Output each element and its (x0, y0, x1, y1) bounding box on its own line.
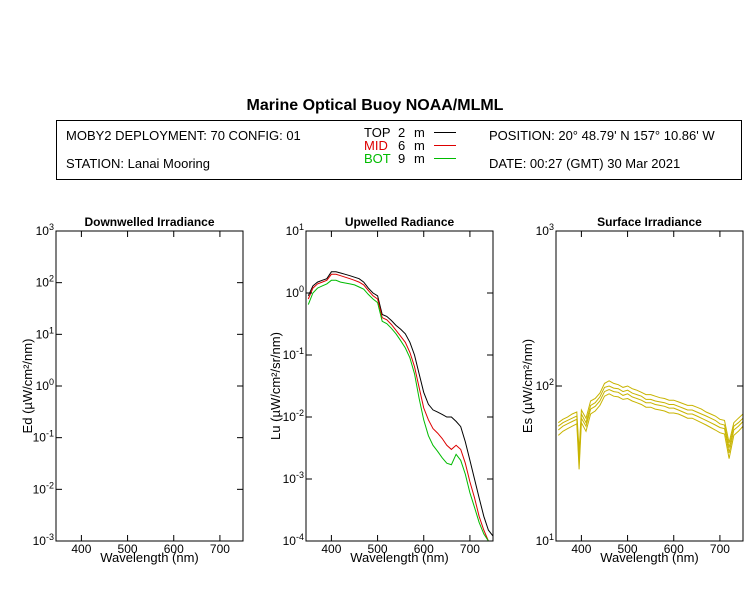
y-axis-label: Es (µW/cm²/nm) (520, 339, 535, 433)
y-tick-label: 101 (286, 222, 304, 238)
chart-panel-2: 400 500 600 700 10-4 10-3 10-2 10-1 100 101 Upwell… (268, 215, 494, 565)
y-tick-label: 10-3 (283, 470, 304, 486)
x-tick-label: 700 (210, 542, 230, 556)
deployment-text: MOBY2 DEPLOYMENT: 70 CONFIG: 01 (66, 128, 301, 143)
x-axis-label: Wavelength (nm) (350, 550, 449, 565)
y-tick-label: 10-1 (33, 429, 54, 445)
y-tick-label: 100 (36, 377, 54, 393)
chart-title: Surface Irradiance (597, 215, 702, 229)
legend-item-bot: BOT 9 m (364, 152, 474, 166)
chart-title: Downwelled Irradiance (84, 215, 214, 229)
legend-swatch (434, 145, 456, 146)
station-text: STATION: Lanai Mooring (66, 156, 211, 171)
y-axis-label: Lu (µW/cm²/sr/nm) (268, 332, 283, 440)
x-tick-label: 500 (118, 542, 138, 556)
y-tick-label: 10-4 (283, 532, 304, 548)
x-tick-label: 700 (710, 542, 730, 556)
x-tick-label: 600 (164, 542, 184, 556)
x-tick-label: 500 (368, 542, 388, 556)
legend-name: BOT (364, 151, 391, 166)
y-tick-label: 103 (536, 222, 554, 238)
x-tick-label: 400 (321, 542, 341, 556)
chart-panel-3: 400 500 600 700 101 102 103 Surface Irradiance W… (520, 215, 744, 565)
plot-frame (305, 230, 494, 542)
y-tick-label: 10-3 (33, 532, 54, 548)
legend-item-top: TOP 2 m (364, 126, 474, 140)
chart-panel-1: 400 500 600 700 10-3 10-2 10-1 100 101 102 103 Down… (20, 215, 244, 565)
x-axis-label: Wavelength (nm) (600, 550, 699, 565)
y-tick-label: 10-2 (33, 480, 54, 496)
series-line-top (307, 271, 493, 537)
x-tick-label: 600 (414, 542, 434, 556)
legend-name: MID (364, 138, 388, 153)
legend-item-mid: MID 6 m (364, 139, 474, 153)
legend-name: TOP (364, 125, 391, 140)
y-axis-label: Ed (µW/cm²/nm) (20, 339, 35, 434)
legend-depth: 6 (398, 138, 406, 153)
y-tick-label: 103 (36, 222, 54, 238)
legend-unit: m (414, 151, 425, 166)
legend-depth: 2 (398, 125, 406, 140)
info-box: MOBY2 DEPLOYMENT: 70 CONFIG: 01 STATION:… (56, 120, 742, 180)
series-line-4 (557, 393, 743, 470)
series-line-3 (557, 388, 743, 463)
chart-main-title: Marine Optical Buoy NOAA/MLML (246, 97, 504, 114)
y-tick-label: 101 (536, 532, 554, 548)
x-tick-label: 700 (460, 542, 480, 556)
x-tick-label: 500 (618, 542, 638, 556)
legend-depth: 9 (398, 151, 406, 166)
series-line-1 (557, 385, 743, 457)
y-tick-label: 102 (536, 377, 554, 393)
y-tick-label: 102 (36, 274, 54, 290)
series-line-mid (307, 273, 493, 541)
y-tick-label: 101 (36, 325, 54, 341)
y-tick-label: 100 (286, 284, 304, 300)
legend-swatch (434, 158, 456, 159)
y-tick-label: 10-2 (283, 408, 304, 424)
plot-frame (55, 230, 244, 542)
position-text: POSITION: 20° 48.79' N 157° 10.86' W (489, 128, 715, 143)
legend-unit: m (414, 138, 425, 153)
x-tick-label: 400 (71, 542, 91, 556)
legend-swatch (434, 132, 456, 133)
y-tick-label: 10-1 (283, 346, 304, 362)
x-tick-label: 600 (664, 542, 684, 556)
series-line-bot (307, 279, 493, 541)
chart-title: Upwelled Radiance (345, 215, 455, 229)
date-text: DATE: 00:27 (GMT) 30 Mar 2021 (489, 156, 681, 171)
plot-frame (555, 230, 744, 542)
series-line-2 (558, 380, 743, 452)
legend-unit: m (414, 125, 425, 140)
x-axis-label: Wavelength (nm) (100, 550, 199, 565)
x-tick-label: 400 (571, 542, 591, 556)
